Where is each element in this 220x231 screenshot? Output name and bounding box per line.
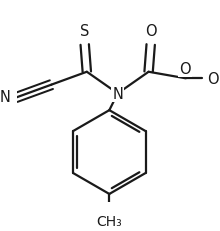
Text: N: N xyxy=(112,86,123,101)
Text: CH₃: CH₃ xyxy=(96,214,122,228)
Text: O: O xyxy=(145,24,156,39)
Text: S: S xyxy=(80,24,89,39)
Text: N: N xyxy=(0,90,11,105)
Text: O: O xyxy=(179,62,191,77)
Text: O: O xyxy=(207,71,218,86)
